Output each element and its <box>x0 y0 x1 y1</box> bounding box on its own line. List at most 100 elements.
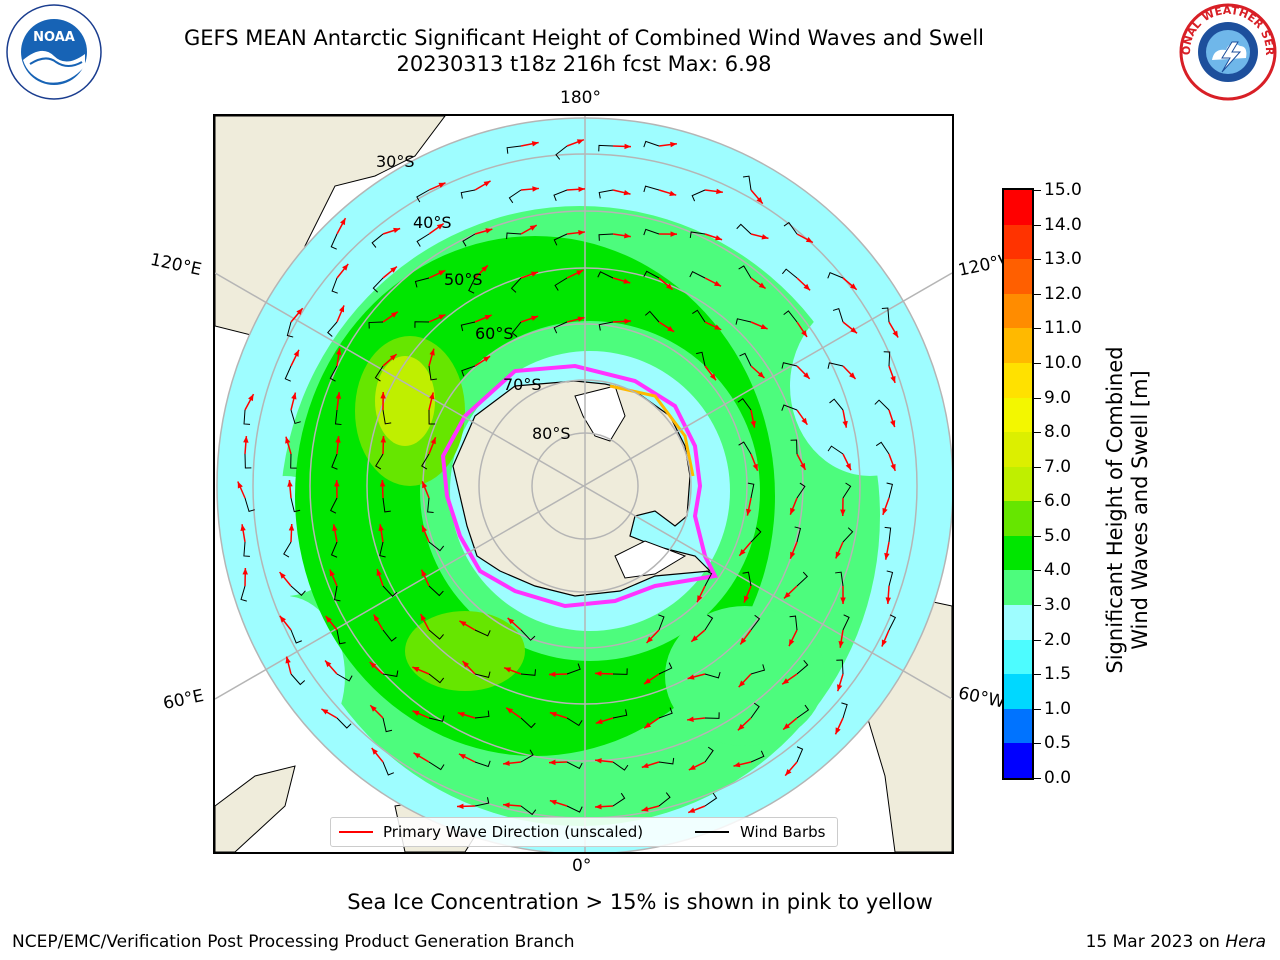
wave-direction-arrowhead <box>506 707 514 714</box>
wave-direction-arrowhead <box>459 620 467 627</box>
noaa-logo: NOAA <box>6 4 102 100</box>
wave-direction-arrowhead <box>667 325 675 332</box>
noaa-logo-text: NOAA <box>33 30 75 45</box>
chart-subtitle: 20230313 t18z 216h fcst Max: 6.98 <box>396 52 772 76</box>
colorbar-segment <box>1004 673 1032 709</box>
wind-barb-swatch <box>695 831 729 833</box>
wave-direction-arrowhead <box>549 759 556 766</box>
lon-label-60e: 60°E <box>161 685 206 715</box>
wind-barb <box>336 673 353 682</box>
wave-direction-arrowhead <box>429 348 435 356</box>
wind-barb <box>374 365 384 382</box>
wind-barb <box>414 277 430 288</box>
wind-barb <box>428 761 445 771</box>
wind-barb <box>474 797 490 807</box>
wind-barb <box>704 792 718 807</box>
colorbar-tick-label: 1.0 <box>1044 698 1072 719</box>
wave-direction-arrowhead <box>369 661 377 669</box>
colorbar-segment <box>1004 500 1032 536</box>
wind-barb <box>644 310 660 323</box>
wave-direction-arrowhead <box>373 614 380 622</box>
wind-barb <box>643 185 660 193</box>
wave-direction-arrowhead <box>483 180 491 187</box>
wind-barb <box>875 441 890 455</box>
map-legend: Primary Wave Direction (unscaled) Wind B… <box>330 817 838 847</box>
wave-direction-swatch <box>339 831 373 833</box>
wind-barb <box>460 321 476 332</box>
wind-barb <box>836 659 844 675</box>
wave-direction-arrowhead <box>790 551 796 559</box>
wind-barb <box>375 453 384 470</box>
legend-wave-label: Primary Wave Direction (unscaled) <box>383 823 644 841</box>
wind-barb <box>658 757 675 765</box>
wave-direction-arrowhead <box>285 656 291 664</box>
wind-barb <box>781 362 798 369</box>
wave-direction-arrowhead <box>785 768 792 776</box>
chart-title: GEFS MEAN Antarctic Significant Height o… <box>183 26 985 50</box>
wind-barb <box>886 482 894 499</box>
wave-direction-arrowhead <box>782 678 790 685</box>
wave-direction-arrowhead <box>248 394 254 402</box>
wind-barb <box>750 702 760 719</box>
colorbar-tick-mark <box>1034 639 1041 641</box>
wind-barb <box>704 671 721 679</box>
wave-direction-arrowhead <box>390 266 397 273</box>
wind-barb <box>783 221 798 235</box>
wind-barb <box>382 670 399 677</box>
wind-barb <box>598 233 614 241</box>
wind-barb <box>886 570 894 587</box>
wind-barb <box>336 629 346 645</box>
wind-barb <box>327 321 338 337</box>
colorbar-tick-label: 0.5 <box>1044 733 1072 754</box>
wave-direction-arrowhead <box>850 327 858 334</box>
wave-direction-arrowhead <box>325 660 332 668</box>
wind-barb <box>796 704 810 719</box>
wind-barb <box>428 409 436 425</box>
wind-barb <box>428 585 444 597</box>
colorbar-segment <box>1004 742 1032 778</box>
wave-direction-arrowhead <box>334 480 340 487</box>
wind-barb <box>290 409 301 425</box>
wind-barb <box>643 270 660 279</box>
wave-direction-arrowhead <box>641 806 649 812</box>
wind-barb <box>382 717 393 733</box>
colorbar-tick-label: 6.0 <box>1044 491 1072 512</box>
wind-barb <box>658 792 671 807</box>
wind-barb <box>783 310 798 323</box>
wind-barb <box>474 671 491 679</box>
wave-direction-arrowhead <box>752 463 758 471</box>
colorbar-segment <box>1004 397 1032 433</box>
wave-direction-arrowhead <box>624 233 631 239</box>
colorbar-tick-label: 8.0 <box>1044 422 1072 443</box>
wind-barb <box>827 362 844 369</box>
colorbar-tick-mark <box>1034 259 1041 261</box>
wind-barb <box>658 707 673 719</box>
footer-date-text: 15 Mar 2023 on <box>1085 932 1226 952</box>
wind-barb <box>382 761 395 776</box>
colorbar-tick-mark <box>1034 535 1041 537</box>
wind-barb <box>842 482 852 499</box>
wave-direction-arrowhead <box>688 807 696 813</box>
footer-host: Hera <box>1225 932 1266 952</box>
wind-barb <box>612 668 628 675</box>
wave-direction-arrowhead <box>688 764 696 770</box>
wind-barb <box>658 614 665 631</box>
wind-barb <box>658 662 673 675</box>
wave-direction-arrowhead <box>578 186 585 193</box>
colorbar-tick-label: 14.0 <box>1044 214 1082 235</box>
colorbar-segment <box>1004 362 1032 398</box>
wind-barb <box>427 497 434 514</box>
wave-direction-arrowhead <box>430 437 436 445</box>
wind-barb <box>598 144 614 152</box>
wave-direction-arrowhead <box>325 616 332 623</box>
wave-direction-arrowhead <box>709 373 716 381</box>
wind-barb <box>331 453 338 470</box>
colorbar-label-line2: Wind Waves and Swell [m] <box>1128 370 1152 650</box>
wind-barb <box>553 321 568 334</box>
wind-barb <box>333 585 341 602</box>
wave-direction-arrowhead <box>371 747 378 755</box>
graticule <box>215 116 952 852</box>
wind-barb <box>566 663 581 675</box>
wave-direction-arrowhead <box>666 283 673 290</box>
wind-barb <box>612 761 629 771</box>
